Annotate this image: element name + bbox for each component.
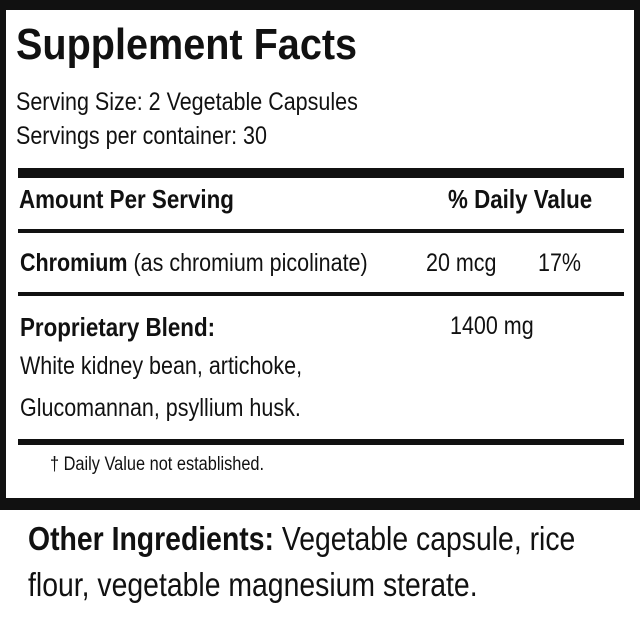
panel-title: Supplement Facts: [16, 20, 358, 69]
chromium-name: Chromium: [20, 249, 128, 277]
chromium-amount: 20 mcg: [426, 249, 497, 277]
thick-divider: [18, 168, 624, 178]
other-ingredients-line-2: flour, vegetable magnesium sterate.: [28, 566, 478, 603]
blend-ingredients-line-2: Glucomannan, psyllium husk.: [20, 394, 301, 422]
chromium-row: Chromium (as chromium picolinate): [20, 249, 368, 278]
chromium-dv: 17%: [538, 249, 582, 277]
proprietary-blend-name: Proprietary Blend:: [20, 312, 216, 342]
proprietary-blend-amount: 1400 mg: [450, 312, 534, 340]
blend-ingredients-line-1: White kidney bean, artichoke,: [20, 352, 303, 380]
serving-size: Serving Size: 2 Vegetable Capsules: [16, 88, 358, 116]
daily-value-header: % Daily Value: [448, 184, 593, 214]
divider: [18, 292, 624, 296]
thick-divider: [18, 439, 624, 445]
servings-per-container: Servings per container: 30: [16, 122, 267, 150]
amount-per-serving-header: Amount Per Serving: [19, 184, 234, 214]
chromium-detail: (as chromium picolinate): [133, 249, 368, 277]
footnote: † Daily Value not established.: [50, 454, 265, 475]
other-ingredients-line-1: Other Ingredients: Vegetable capsule, ri…: [28, 520, 575, 558]
supplement-facts-panel: [0, 0, 640, 510]
other-ingredients-text: Vegetable capsule, rice: [273, 520, 576, 557]
other-ingredients-label: Other Ingredients:: [28, 520, 274, 557]
divider: [18, 229, 624, 233]
